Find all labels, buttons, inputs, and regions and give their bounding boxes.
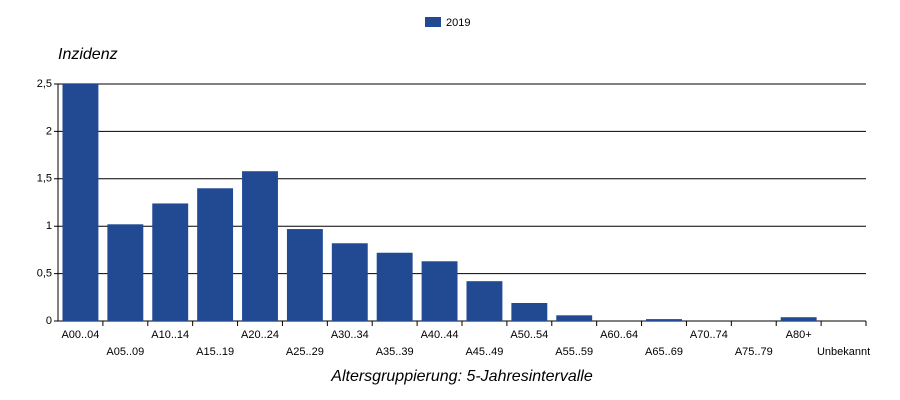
bar bbox=[646, 319, 682, 321]
x-tick-label: A20..24 bbox=[241, 329, 279, 341]
y-tick-label: 0,5 bbox=[37, 268, 52, 280]
bar bbox=[242, 171, 278, 321]
bar bbox=[107, 224, 144, 321]
x-tick-label: A75..79 bbox=[735, 346, 773, 358]
x-tick-label: A80+ bbox=[786, 329, 812, 341]
x-tick-label: A50..54 bbox=[510, 329, 548, 341]
legend-label: 2019 bbox=[446, 17, 470, 29]
y-tick-label: 1 bbox=[46, 220, 52, 232]
y-tick-label: 2,5 bbox=[37, 78, 52, 90]
bar bbox=[556, 315, 593, 321]
x-tick-label: A05..09 bbox=[106, 346, 144, 358]
bar bbox=[421, 261, 458, 321]
bar bbox=[511, 302, 548, 321]
bar bbox=[780, 317, 817, 321]
bar bbox=[286, 229, 323, 321]
bar bbox=[62, 84, 99, 321]
bar bbox=[376, 252, 413, 321]
x-tick-label: A45..49 bbox=[465, 346, 503, 358]
x-tick-label: A65..69 bbox=[645, 346, 683, 358]
bar bbox=[197, 188, 234, 321]
y-tick-label: 1,5 bbox=[37, 173, 52, 185]
x-tick-label: A60..64 bbox=[600, 329, 638, 341]
x-tick-label: A40..44 bbox=[421, 329, 459, 341]
bar bbox=[466, 281, 503, 321]
x-tick-label: A35..39 bbox=[376, 346, 414, 358]
x-tick-label: A15..19 bbox=[196, 346, 234, 358]
x-tick-label: A55..59 bbox=[555, 346, 593, 358]
x-tick-label: A25..29 bbox=[286, 346, 324, 358]
x-tick-label: Unbekannt bbox=[817, 346, 870, 358]
x-axis-title: Altersgruppierung: 5-Jahresintervalle bbox=[330, 368, 593, 385]
y-tick-label: 0 bbox=[46, 315, 52, 327]
y-tick-label: 2 bbox=[46, 125, 52, 137]
bar bbox=[331, 243, 368, 321]
x-tick-label: A30..34 bbox=[331, 329, 369, 341]
x-tick-label: A70..74 bbox=[690, 329, 728, 341]
legend-swatch bbox=[425, 17, 441, 27]
bar bbox=[152, 203, 189, 321]
x-tick-label: A00..04 bbox=[61, 329, 99, 341]
y-axis-title: Inzidenz bbox=[58, 46, 118, 63]
x-tick-label: A10..14 bbox=[151, 329, 189, 341]
